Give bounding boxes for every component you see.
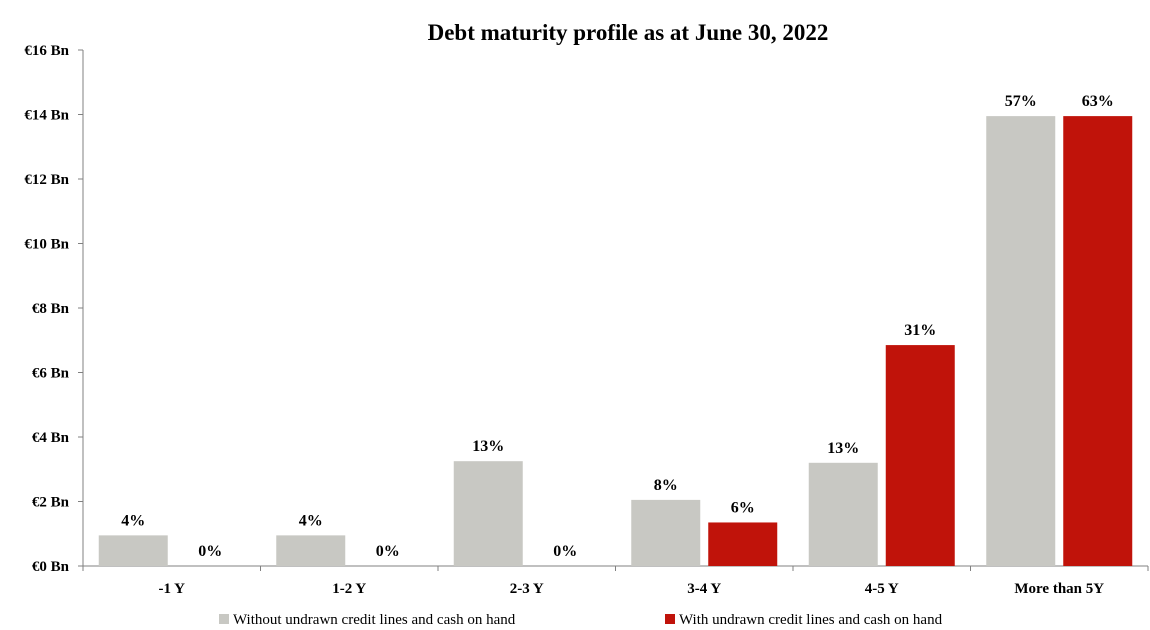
data-label: 4% [121, 512, 145, 529]
data-label: 57% [1005, 93, 1037, 110]
y-tick-label: €2 Bn [32, 495, 70, 511]
data-label: 13% [827, 440, 859, 457]
data-labels: 4% 0% 4% 0% 13% 0% 8% 6% 13% 31% 57% 63% [121, 93, 1114, 560]
legend-swatch [219, 614, 229, 624]
x-category-label: 2-3 Y [510, 581, 544, 597]
data-label: 63% [1082, 93, 1114, 110]
y-tick-label: €10 Bn [24, 237, 69, 253]
bar-series-2 [1063, 116, 1133, 567]
bar-series-2 [885, 345, 955, 566]
y-tick-label: €0 Bn [32, 559, 70, 575]
data-label: 0% [553, 543, 577, 560]
legend-label: With undrawn credit lines and cash on ha… [679, 612, 943, 628]
bar-series-1 [98, 535, 168, 566]
y-tick-label: €6 Bn [32, 366, 70, 382]
x-category-label: 4-5 Y [865, 581, 899, 597]
y-tick-label: €8 Bn [32, 301, 70, 317]
data-label: 0% [376, 543, 400, 560]
data-label: 0% [198, 543, 222, 560]
y-tick-label: €14 Bn [24, 108, 69, 124]
bar-series-2 [708, 522, 778, 566]
data-label: 4% [299, 512, 323, 529]
axes: €0 Bn €2 Bn €4 Bn €6 Bn €8 Bn €10 Bn €12 Bn €14… [24, 43, 1149, 597]
data-label: 13% [472, 438, 504, 455]
bars [98, 116, 1133, 567]
bar-series-1 [276, 535, 346, 566]
legend-swatch [665, 614, 675, 624]
y-tick-label: €12 Bn [24, 172, 69, 188]
bar-series-1 [631, 499, 701, 566]
x-category-label: 1-2 Y [332, 581, 366, 597]
x-category-label: 3-4 Y [687, 581, 721, 597]
data-label: 31% [904, 322, 936, 339]
data-label: 6% [731, 499, 755, 516]
legend: Without undrawn credit lines and cash on… [219, 612, 943, 628]
x-category-label: More than 5Y [1014, 581, 1104, 597]
x-category-label: -1 Y [158, 581, 185, 597]
legend-label: Without undrawn credit lines and cash on… [233, 612, 516, 628]
bar-series-1 [986, 116, 1056, 567]
y-tick-label: €16 Bn [24, 43, 69, 59]
y-tick-label: €4 Bn [32, 430, 70, 446]
chart-title: Debt maturity profile as at June 30, 202… [428, 20, 829, 45]
bar-series-1 [453, 461, 523, 566]
data-label: 8% [654, 477, 678, 494]
bar-series-1 [808, 462, 878, 566]
